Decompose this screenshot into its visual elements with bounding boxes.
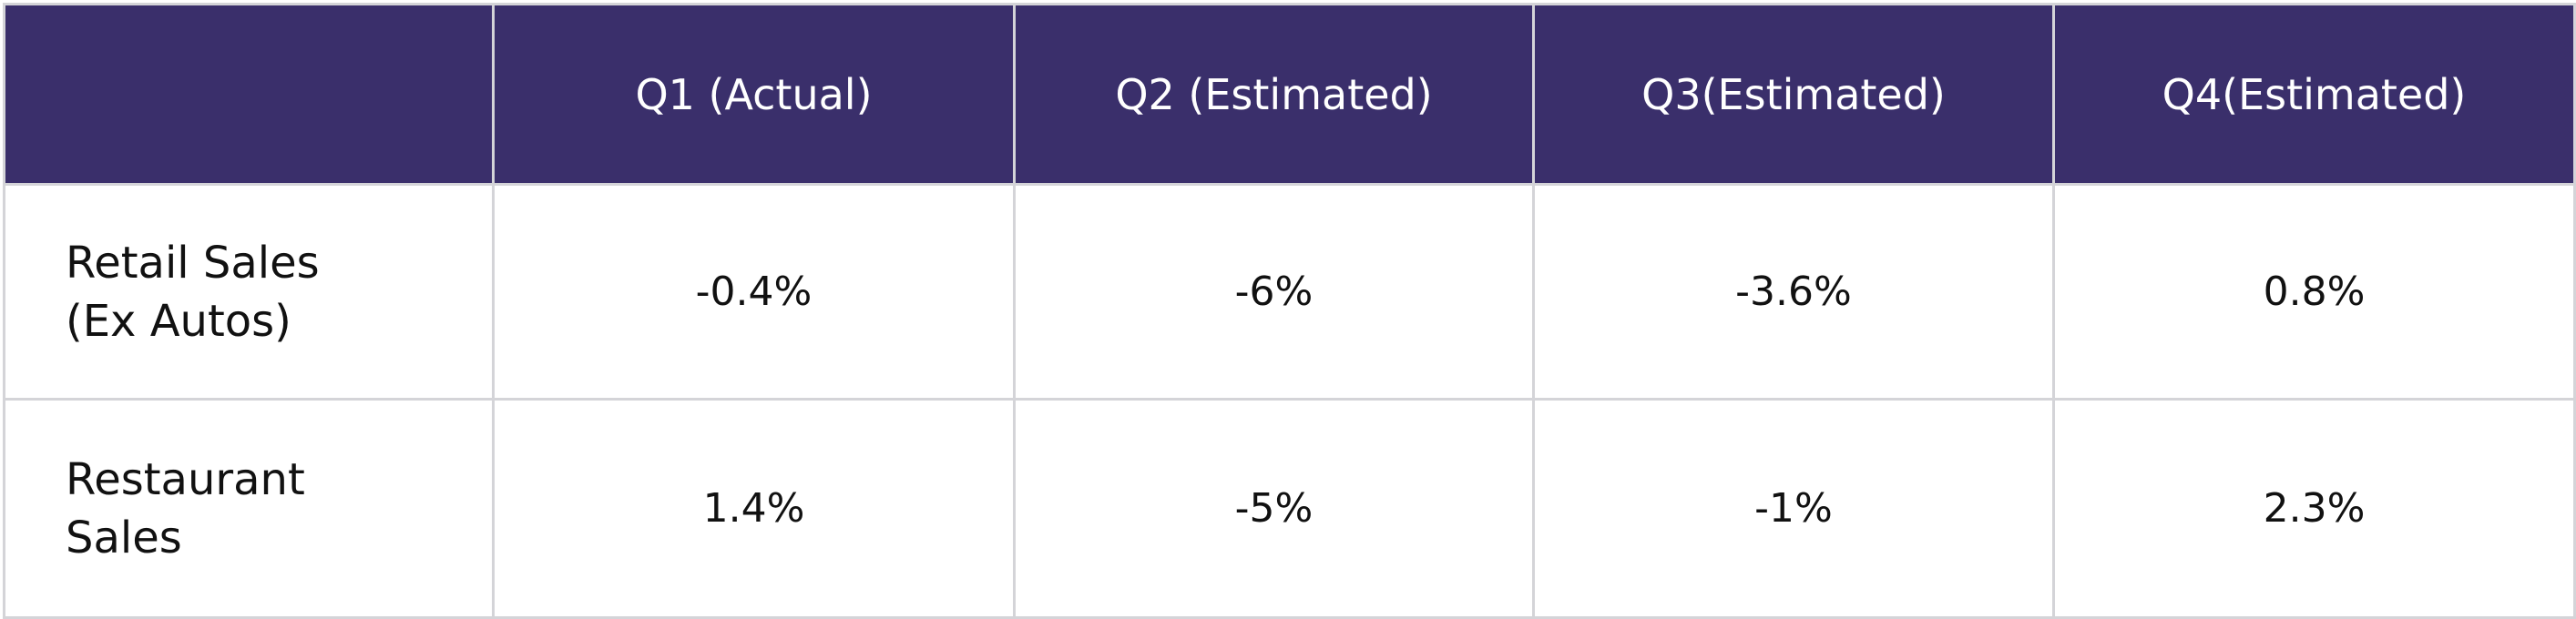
value-cell: 1.4% <box>492 398 1016 619</box>
value-cell: 2.3% <box>2052 398 2576 619</box>
table-row: Retail Sales (Ex Autos) -0.4% -6% -3.6% 0.8% <box>3 183 2576 401</box>
value-cell: -3.6% <box>1532 183 2055 401</box>
value-cell: -0.4% <box>492 183 1016 401</box>
column-header: Q1 (Actual) <box>492 3 1016 186</box>
row-label: Restaurant Sales <box>3 398 495 619</box>
column-header: Q4(Estimated) <box>2052 3 2576 186</box>
value-cell: -6% <box>1013 183 1535 401</box>
row-label: Retail Sales (Ex Autos) <box>3 183 495 401</box>
data-table: Q1 (Actual) Q2 (Estimated) Q3(Estimated) Q4… <box>3 3 2576 619</box>
value-cell: -5% <box>1013 398 1535 619</box>
table-row: Restaurant Sales 1.4% -5% -1% 2.3% <box>3 398 2576 619</box>
table-body: Retail Sales (Ex Autos) -0.4% -6% -3.6% 0.8%… <box>3 183 2576 619</box>
value-cell: -1% <box>1532 398 2055 619</box>
column-header: Q2 (Estimated) <box>1013 3 1535 186</box>
value-cell: 0.8% <box>2052 183 2576 401</box>
header-row: Q1 (Actual) Q2 (Estimated) Q3(Estimated) Q4… <box>3 3 2576 186</box>
column-header: Q3(Estimated) <box>1532 3 2055 186</box>
corner-cell <box>3 3 495 186</box>
